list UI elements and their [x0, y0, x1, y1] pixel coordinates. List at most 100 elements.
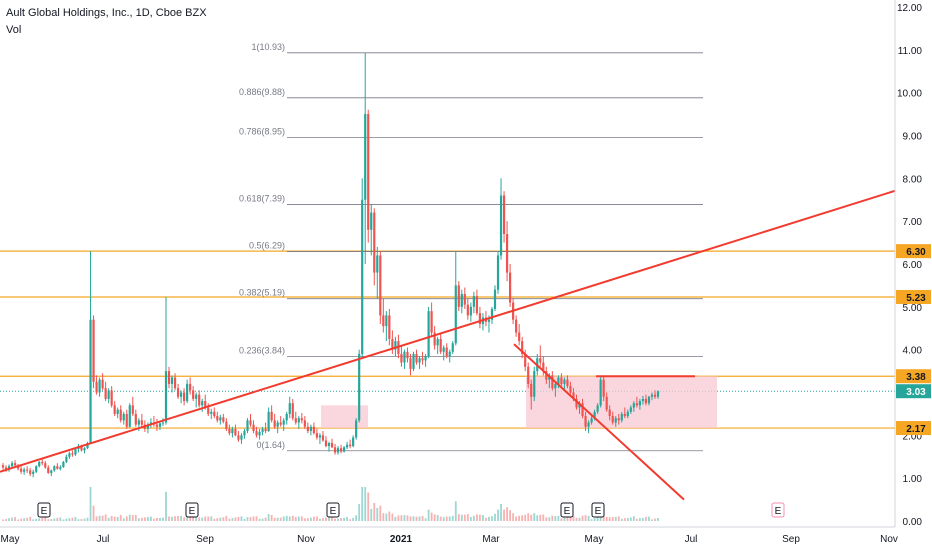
candle-body [315, 433, 319, 438]
volume-bar [107, 517, 110, 521]
candle-body [167, 371, 171, 384]
price-badge-label: 2.17 [906, 424, 926, 435]
volume-bar [605, 516, 608, 521]
volume-bar [285, 515, 288, 521]
candle-body [521, 341, 524, 354]
candle-body [228, 428, 231, 434]
volume-bar [654, 518, 656, 521]
volume-bar [632, 516, 635, 521]
earnings-marker-label: E [41, 506, 48, 517]
price-tick-label: 0.00 [903, 517, 923, 528]
candle-body [572, 392, 575, 399]
candle-body [439, 338, 442, 352]
volume-bar [415, 516, 418, 521]
volume-bar [294, 517, 297, 521]
candle-body [557, 377, 560, 384]
candle-body [222, 417, 225, 422]
volume-bar [44, 516, 47, 521]
volume-bar [240, 516, 243, 521]
volume-bar [26, 517, 29, 521]
candle-body [391, 338, 394, 350]
volume-bar [276, 517, 279, 521]
volume-bar [56, 517, 59, 521]
price-tick-label: 9.00 [903, 132, 923, 143]
fib-level-label: 0(1.64) [256, 440, 285, 450]
candle-body [644, 398, 648, 404]
volume-bar [113, 516, 116, 521]
earnings-marker[interactable] [185, 502, 199, 518]
volume-bar [288, 516, 291, 521]
volume-bar [509, 510, 511, 521]
candle-body [599, 379, 602, 406]
volume-bar [159, 518, 161, 521]
volume-bar [566, 517, 569, 521]
volume-bar [370, 509, 373, 521]
candle-body [339, 448, 343, 452]
fib-level-label: 0.382(5.19) [239, 288, 285, 298]
volume-bar [596, 517, 599, 521]
earnings-marker[interactable] [326, 502, 340, 518]
volume-bar [617, 516, 620, 521]
volume-bar [503, 509, 505, 521]
volume-bar [195, 515, 198, 521]
candle-body [273, 420, 276, 427]
volume-bar [32, 519, 35, 521]
volume-bar [213, 518, 216, 521]
earnings-marker[interactable] [771, 502, 785, 518]
volume-bar [334, 518, 336, 521]
candle-body [95, 381, 98, 393]
volume-bar [210, 516, 213, 521]
candle-body [255, 431, 258, 436]
volume-bar [352, 517, 355, 521]
volume-bar [358, 503, 361, 521]
earnings-marker[interactable] [591, 502, 605, 518]
candle-body [216, 416, 219, 421]
candle-body [83, 448, 86, 451]
volume-bar [303, 518, 306, 521]
volume-bar [337, 518, 339, 521]
volume-bar [95, 516, 98, 521]
candle-body [249, 420, 252, 425]
candle-body [201, 401, 204, 406]
volume-bar [379, 505, 382, 521]
volume-bar [228, 518, 231, 521]
candle-body [584, 416, 587, 427]
fib-level-label: 0.886(9.88) [239, 87, 285, 97]
volume-bar [71, 517, 74, 521]
candle-body [330, 443, 334, 448]
candle-body [246, 420, 249, 432]
candle-body [424, 356, 427, 361]
candle-body [240, 435, 243, 440]
volume-bar [201, 517, 204, 521]
volume-bar [41, 517, 44, 521]
candle-body [336, 448, 340, 453]
candle-body [626, 411, 629, 417]
volume-bar [23, 518, 26, 521]
volume-bar [207, 516, 210, 521]
earnings-marker-label: E [564, 506, 571, 517]
candle-body [195, 394, 198, 399]
volume-bar [322, 518, 324, 521]
volume-bar [101, 515, 104, 521]
volume-bar [563, 517, 566, 521]
volume-bar [445, 516, 448, 521]
volume-bar [629, 517, 632, 521]
candle-body [629, 407, 632, 412]
candle-body [155, 424, 159, 427]
candle-body [490, 308, 494, 320]
earnings-marker[interactable] [560, 502, 574, 518]
volume-bar [364, 487, 367, 521]
volume-bar [581, 515, 584, 521]
candle-body [346, 444, 349, 448]
candle-body [575, 398, 578, 408]
price-badge-label: 6.30 [906, 247, 926, 258]
volume-bar [548, 517, 551, 521]
volume-bar [35, 518, 38, 521]
volume-bar [539, 514, 542, 521]
price-tick-label: 2.00 [903, 431, 923, 442]
earnings-marker[interactable] [37, 502, 51, 518]
candle-body [110, 390, 113, 406]
candle-body [563, 379, 566, 384]
candle-body [608, 409, 611, 417]
